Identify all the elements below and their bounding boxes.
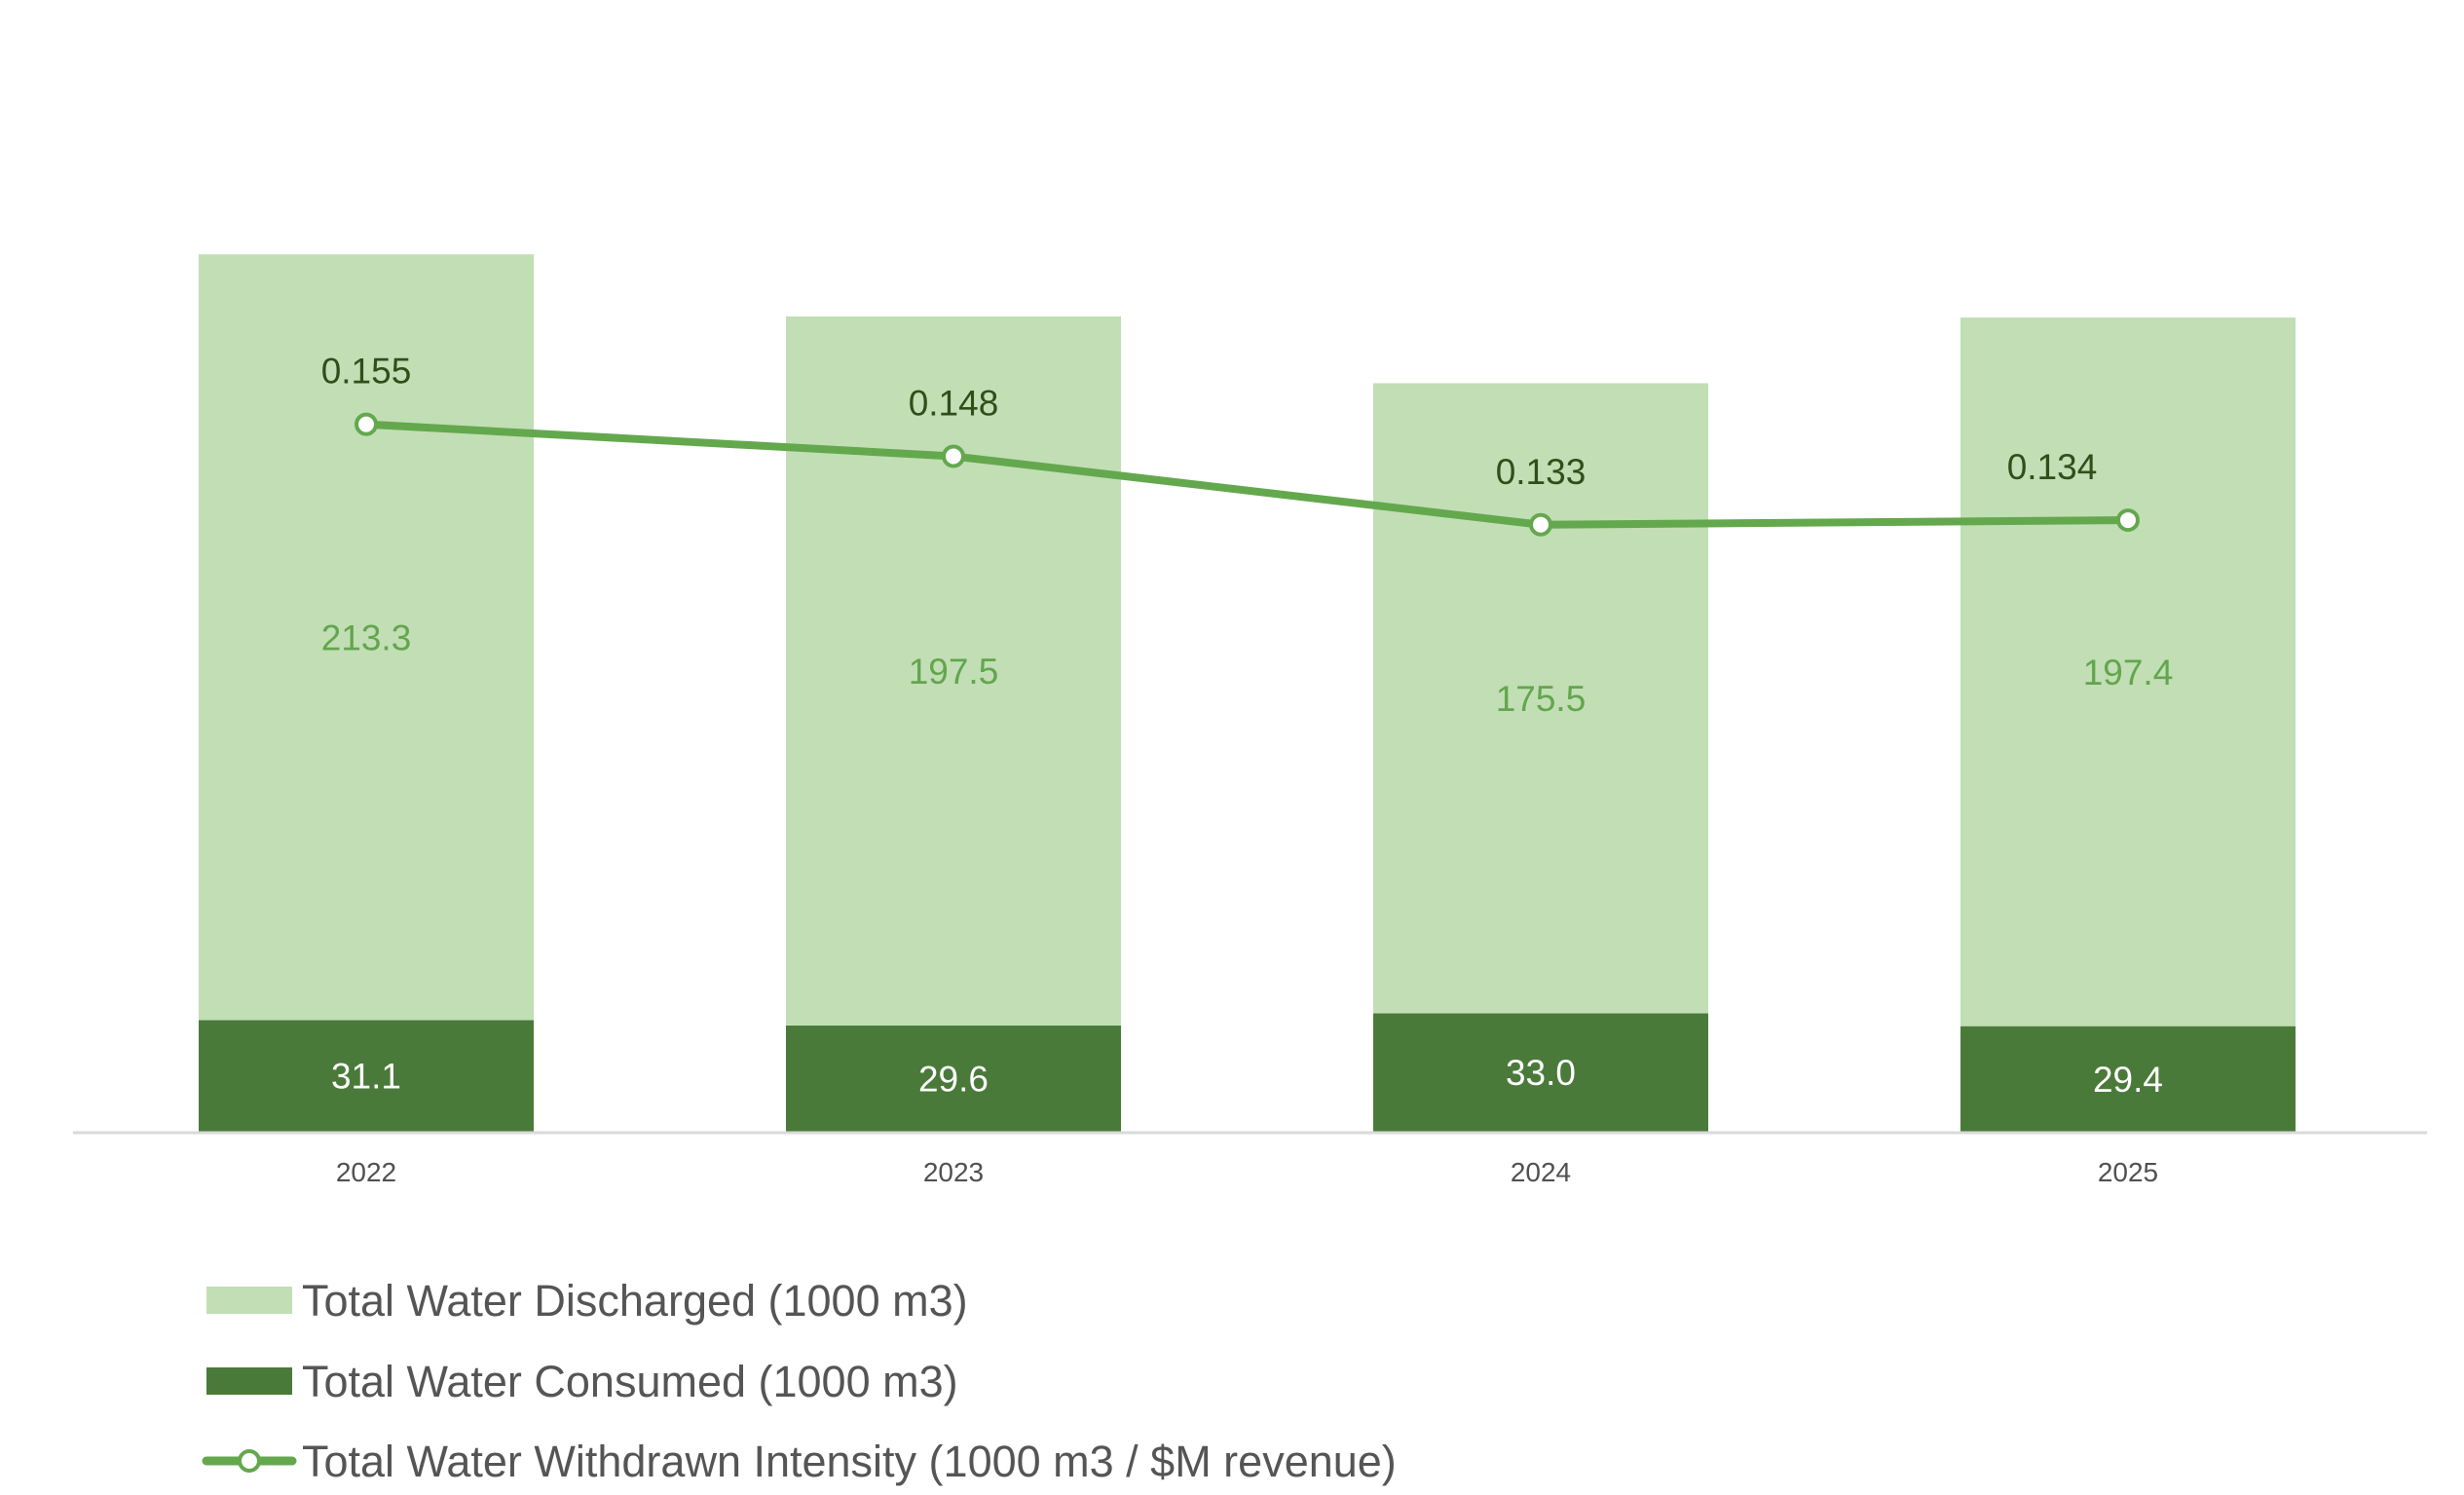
bar-consumed-2024 [1373,1013,1708,1132]
bar-consumed-2022 [199,1020,534,1132]
tick-label-2024: 2024 [1511,1157,1571,1187]
bar-labels-group: 31.1 213.3 29.6 197.5 33.0 175.5 29.4 197.4 [321,617,2174,1100]
intensity-point-2024 [1529,512,1552,537]
legend-swatch-total-water-withdrawn-intensity-1000-m3-m-revenue [202,1449,297,1473]
intensity-point-2023 [942,444,965,468]
legend-label-total-water-consumed-1000-m3: Total Water Consumed (1000 m3) [302,1357,958,1406]
label-consumed-2024: 33.0 [1506,1053,1576,1093]
label-consumed-2025: 29.4 [2093,1060,2163,1100]
intensity-label-2022: 0.155 [321,352,412,392]
intensity-point-2025 [2116,508,2140,533]
bar-discharged-2023 [786,316,1121,1026]
bar-discharged-2024 [1373,383,1708,1014]
intensity-label-2024: 0.133 [1496,452,1587,492]
intensity-line [362,420,2132,529]
intensity-label-2025: 0.134 [2007,447,2098,487]
bars-group [199,254,2296,1132]
bar-consumed-2023 [786,1025,1121,1132]
legend: Total Water Discharged (1000 m3) Total Wa… [202,1276,1397,1486]
legend-swatch-total-water-consumed-1000-m3 [206,1367,292,1395]
label-consumed-2022: 31.1 [331,1057,401,1097]
tick-label-2023: 2023 [923,1157,984,1187]
intensity-label-2023: 0.148 [909,383,999,423]
bar-discharged-2022 [199,254,534,1021]
legend-label-total-water-discharged-1000-m3: Total Water Discharged (1000 m3) [302,1276,968,1326]
bar-discharged-2025 [1960,318,2296,1027]
intensity-point-2022 [355,412,378,436]
x-tick-labels: 2022 2023 2024 2025 [336,1157,2158,1187]
legend-label-total-water-withdrawn-intensity-1000-m3-m-revenue: Total Water Withdrawn Intensity (1000 m3… [302,1437,1397,1486]
label-discharged-2022: 213.3 [321,617,412,657]
label-discharged-2025: 197.4 [2083,653,2174,692]
bar-consumed-2025 [1960,1026,2296,1132]
label-discharged-2023: 197.5 [909,652,999,691]
tick-label-2022: 2022 [336,1157,396,1187]
intensity-line-layer: 0.155 0.148 0.133 0.134 [321,352,2140,537]
label-discharged-2024: 175.5 [1496,679,1587,719]
tick-label-2025: 2025 [2098,1157,2158,1187]
legend-swatch-total-water-discharged-1000-m3 [206,1287,292,1314]
label-consumed-2023: 29.6 [918,1059,989,1099]
